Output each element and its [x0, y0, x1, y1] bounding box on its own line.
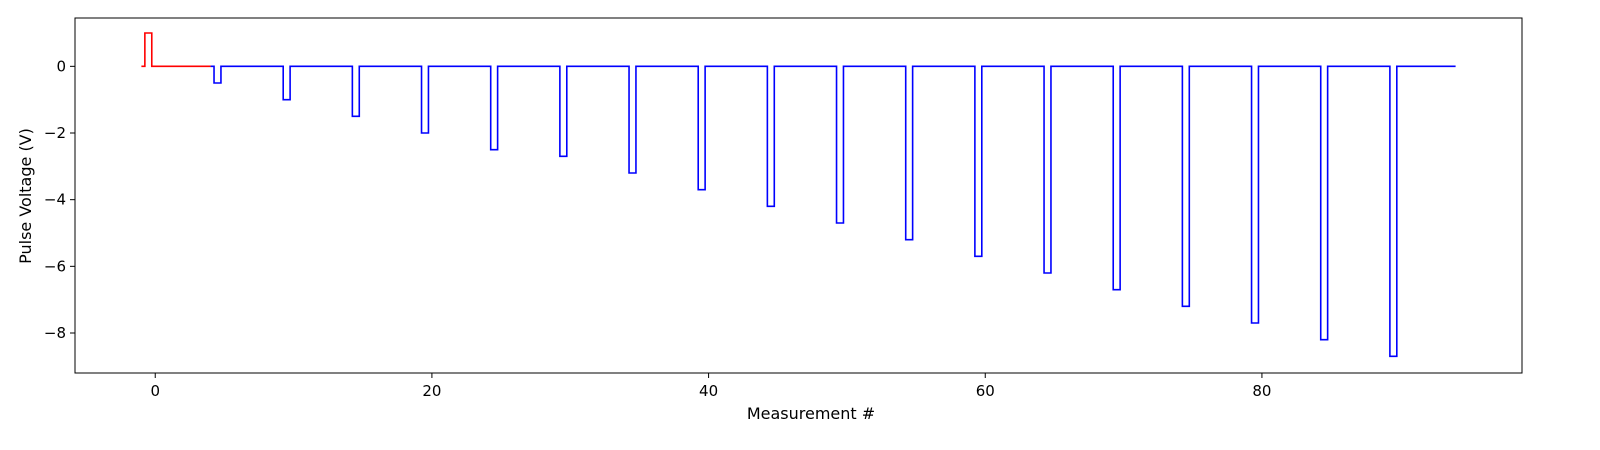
y-tick-label: −4: [44, 191, 66, 209]
x-tick-label: 60: [976, 382, 995, 400]
y-axis-label: Pulse Voltage (V): [16, 128, 35, 264]
x-tick-label: 80: [1252, 382, 1271, 400]
ticks-layer: 0 20 40 60 80 0 −2 −4 −6 −8: [44, 57, 1272, 400]
x-tick-label: 0: [150, 382, 160, 400]
series-line-red: [141, 32, 211, 68]
x-tick-label: 20: [422, 382, 441, 400]
y-tick-label: −2: [44, 124, 66, 142]
x-tick-label: 40: [699, 382, 718, 400]
series-line-blue: [210, 65, 1456, 358]
plot-frame: [74, 17, 1523, 374]
y-tick-label: 0: [56, 57, 66, 75]
plot-background: [75, 18, 1522, 373]
y-tick-label: −6: [44, 257, 66, 275]
series-layer: [141, 32, 1456, 358]
x-axis-label: Measurement #: [747, 404, 875, 423]
y-tick-label: −8: [44, 324, 66, 342]
